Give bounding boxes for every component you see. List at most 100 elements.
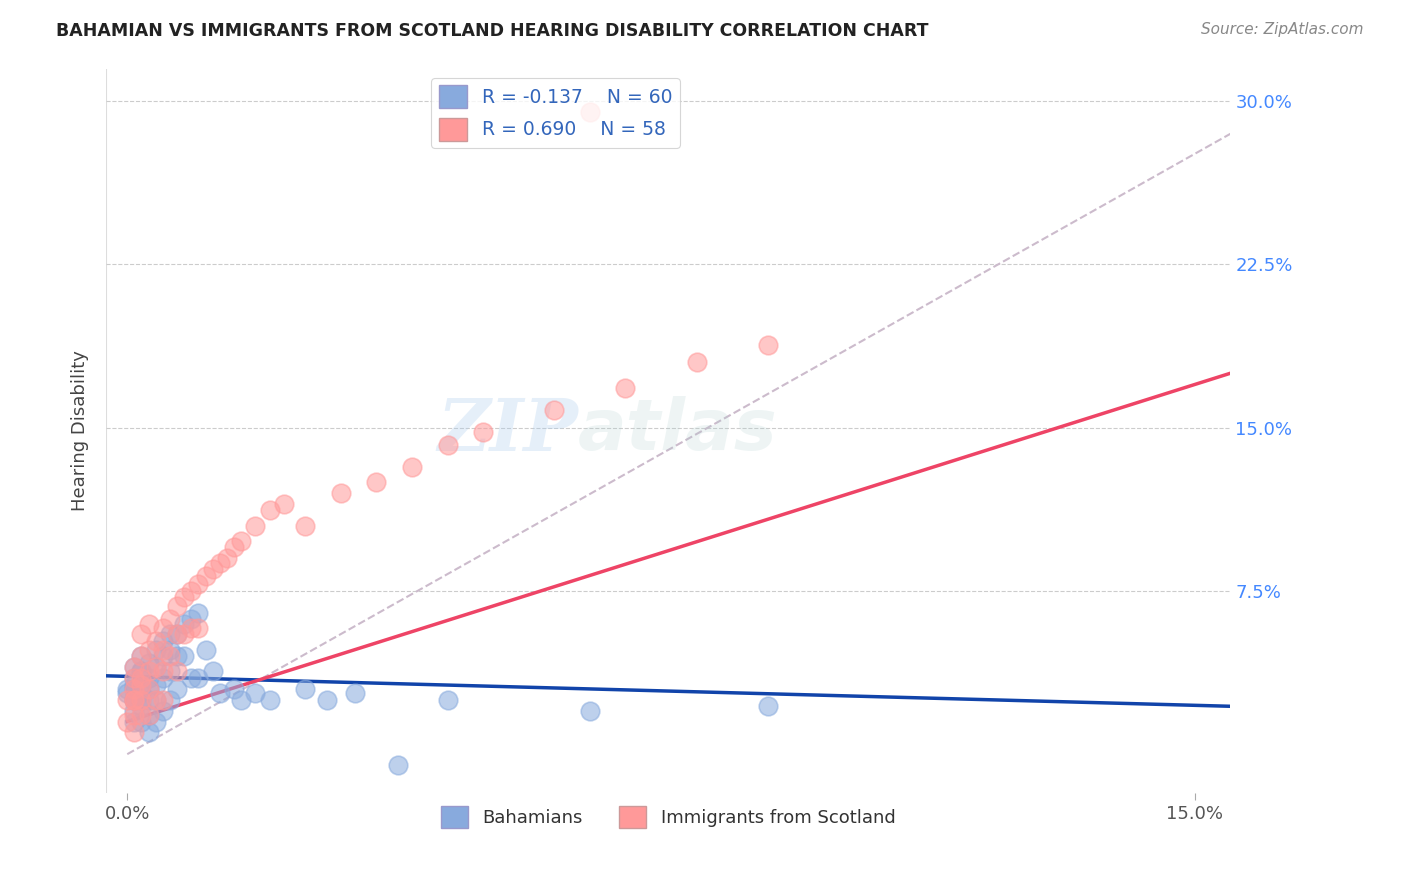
Point bbox=[756, 338, 779, 352]
Point bbox=[131, 708, 153, 723]
Point bbox=[138, 642, 160, 657]
Point bbox=[152, 634, 174, 648]
Point bbox=[117, 692, 139, 706]
Point bbox=[294, 681, 316, 696]
Text: ZIP: ZIP bbox=[437, 395, 578, 467]
Point bbox=[401, 459, 423, 474]
Point bbox=[131, 686, 153, 700]
Text: Source: ZipAtlas.com: Source: ZipAtlas.com bbox=[1201, 22, 1364, 37]
Point bbox=[152, 665, 174, 679]
Point bbox=[201, 665, 224, 679]
Point bbox=[194, 568, 217, 582]
Point bbox=[145, 660, 167, 674]
Point bbox=[131, 665, 153, 679]
Point bbox=[117, 681, 139, 696]
Point bbox=[117, 714, 139, 729]
Point bbox=[229, 533, 252, 548]
Point bbox=[152, 671, 174, 685]
Point bbox=[222, 681, 245, 696]
Point bbox=[131, 677, 153, 691]
Point bbox=[124, 692, 146, 706]
Point bbox=[138, 681, 160, 696]
Point bbox=[273, 497, 295, 511]
Point bbox=[138, 671, 160, 685]
Point bbox=[152, 642, 174, 657]
Point bbox=[756, 699, 779, 714]
Point bbox=[343, 686, 366, 700]
Point bbox=[131, 671, 153, 685]
Point bbox=[131, 649, 153, 664]
Point bbox=[579, 105, 602, 120]
Point bbox=[187, 606, 209, 620]
Point bbox=[124, 671, 146, 685]
Point bbox=[229, 692, 252, 706]
Point bbox=[180, 612, 202, 626]
Point bbox=[124, 660, 146, 674]
Point bbox=[159, 642, 181, 657]
Point bbox=[131, 665, 153, 679]
Point bbox=[159, 612, 181, 626]
Point bbox=[138, 725, 160, 739]
Point bbox=[124, 692, 146, 706]
Point bbox=[329, 486, 352, 500]
Point bbox=[145, 692, 167, 706]
Point bbox=[259, 692, 281, 706]
Point bbox=[180, 671, 202, 685]
Point bbox=[131, 677, 153, 691]
Y-axis label: Hearing Disability: Hearing Disability bbox=[72, 351, 89, 511]
Point bbox=[187, 671, 209, 685]
Point bbox=[387, 758, 409, 772]
Point bbox=[124, 704, 146, 718]
Point bbox=[124, 692, 146, 706]
Point bbox=[145, 677, 167, 691]
Point bbox=[138, 616, 160, 631]
Point bbox=[294, 518, 316, 533]
Point bbox=[579, 704, 602, 718]
Point bbox=[472, 425, 495, 439]
Point bbox=[124, 725, 146, 739]
Point bbox=[166, 627, 188, 641]
Point bbox=[187, 577, 209, 591]
Point bbox=[215, 551, 238, 566]
Point bbox=[138, 708, 160, 723]
Point bbox=[152, 649, 174, 664]
Point bbox=[152, 692, 174, 706]
Point bbox=[315, 692, 337, 706]
Point bbox=[138, 656, 160, 670]
Point bbox=[131, 692, 153, 706]
Point bbox=[614, 382, 637, 396]
Point bbox=[124, 660, 146, 674]
Point bbox=[138, 665, 160, 679]
Point bbox=[152, 704, 174, 718]
Point bbox=[173, 649, 195, 664]
Point bbox=[159, 627, 181, 641]
Point bbox=[543, 403, 565, 417]
Point bbox=[145, 714, 167, 729]
Point bbox=[245, 518, 267, 533]
Point bbox=[138, 708, 160, 723]
Point bbox=[201, 562, 224, 576]
Point bbox=[131, 692, 153, 706]
Point bbox=[166, 681, 188, 696]
Point bbox=[131, 627, 153, 641]
Point bbox=[173, 627, 195, 641]
Point bbox=[180, 583, 202, 598]
Point bbox=[208, 556, 231, 570]
Point bbox=[166, 649, 188, 664]
Point bbox=[187, 621, 209, 635]
Point bbox=[173, 616, 195, 631]
Point bbox=[131, 699, 153, 714]
Point bbox=[173, 591, 195, 605]
Point bbox=[145, 634, 167, 648]
Point bbox=[124, 681, 146, 696]
Point bbox=[124, 681, 146, 696]
Point bbox=[166, 599, 188, 614]
Point bbox=[124, 677, 146, 691]
Point bbox=[159, 665, 181, 679]
Text: BAHAMIAN VS IMMIGRANTS FROM SCOTLAND HEARING DISABILITY CORRELATION CHART: BAHAMIAN VS IMMIGRANTS FROM SCOTLAND HEA… bbox=[56, 22, 929, 40]
Point bbox=[685, 355, 707, 369]
Point bbox=[166, 627, 188, 641]
Point bbox=[166, 665, 188, 679]
Legend: Bahamians, Immigrants from Scotland: Bahamians, Immigrants from Scotland bbox=[434, 798, 903, 835]
Point bbox=[152, 621, 174, 635]
